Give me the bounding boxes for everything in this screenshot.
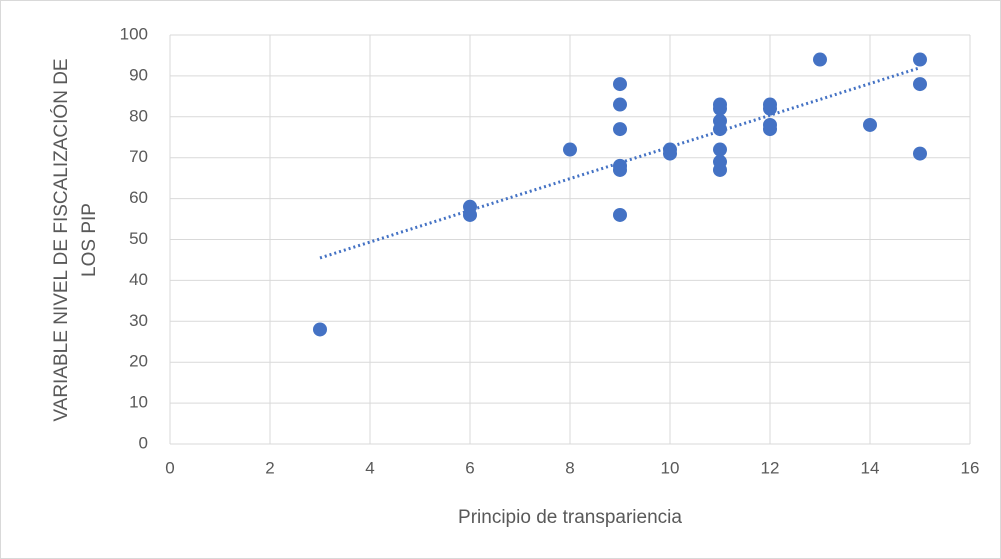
y-tick-label: 20	[129, 352, 148, 371]
point	[613, 162, 627, 177]
y-axis-title: LOS PIP	[79, 203, 100, 277]
x-tick-label: 10	[661, 458, 680, 477]
point	[713, 142, 727, 157]
point	[713, 122, 727, 137]
x-tick-label: 4	[365, 458, 374, 477]
y-tick-label: 10	[129, 393, 148, 412]
point	[613, 97, 627, 112]
point	[313, 322, 327, 337]
point	[613, 207, 627, 222]
x-tick-label: 8	[565, 458, 574, 477]
y-tick-label: 70	[129, 147, 148, 166]
point	[713, 162, 727, 177]
point	[813, 52, 827, 67]
x-tick-label: 12	[761, 458, 780, 477]
y-tick-label: 60	[129, 188, 148, 207]
point	[663, 146, 677, 161]
point	[913, 52, 927, 67]
y-tick-label: 40	[129, 270, 148, 289]
point	[613, 77, 627, 92]
y-tick-label: 0	[139, 433, 148, 452]
y-tick-label: 80	[129, 106, 148, 125]
point	[763, 122, 777, 137]
point	[913, 77, 927, 92]
y-axis-title: VARIABLE NIVEL DE FISCALIZACIÓN DE	[50, 58, 72, 421]
point	[713, 101, 727, 116]
point	[913, 146, 927, 161]
y-tick-label: 50	[129, 229, 148, 248]
x-tick-label: 14	[861, 458, 880, 477]
x-axis-title: Principio de transpariencia	[458, 507, 682, 528]
x-tick-label: 0	[165, 458, 174, 477]
point	[763, 101, 777, 116]
point	[563, 142, 577, 157]
x-tick-label: 2	[265, 458, 274, 477]
point	[863, 117, 877, 132]
x-tick-label: 6	[465, 458, 474, 477]
y-tick-label: 30	[129, 311, 148, 330]
y-tick-label: 90	[129, 65, 148, 84]
point	[613, 122, 627, 137]
point	[463, 207, 477, 222]
x-tick-label: 16	[961, 458, 980, 477]
y-tick-label: 100	[120, 24, 148, 43]
